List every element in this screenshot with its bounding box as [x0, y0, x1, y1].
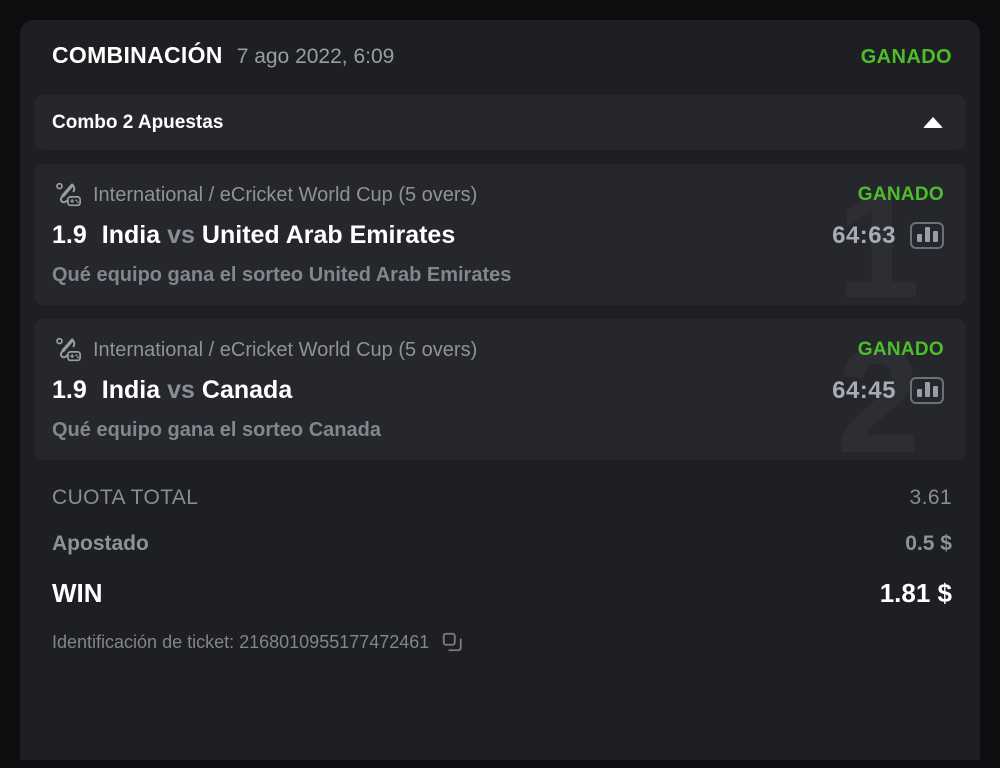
slip-header: COMBINACIÓN 7 ago 2022, 6:09 GANADO — [20, 20, 980, 80]
stake-row: Apostado 0.5 $ — [52, 532, 952, 556]
bet-score: 64:45 — [832, 376, 896, 404]
bet-league: International / eCricket World Cup (5 ov… — [93, 338, 478, 361]
bet-row[interactable]: 2 International / eCricket World Cup (5 … — [34, 319, 966, 460]
bet-result-badge: GANADO — [857, 339, 944, 360]
combo-label: Combo 2 Apuestas — [52, 111, 224, 133]
status-badge: GANADO — [860, 46, 952, 68]
total-odds-value: 3.61 — [909, 486, 952, 509]
bet-result-badge: GANADO — [857, 184, 944, 205]
total-odds-row: CUOTA TOTAL 3.61 — [52, 486, 952, 510]
bet-score: 64:63 — [832, 221, 896, 249]
bet-odds: 1.9 — [52, 376, 87, 404]
bet-score-area: 64:45 — [832, 377, 944, 405]
bet-header: International / eCricket World Cup (5 ov… — [52, 180, 944, 210]
bet-score-area: 64:63 — [832, 222, 944, 250]
bet-match: India vs Canada — [102, 376, 292, 405]
win-label: WIN — [52, 578, 103, 608]
bet-selection: 1.9 India vs Canada 64:45 — [52, 376, 944, 405]
bar-chart-icon[interactable] — [910, 377, 944, 404]
combo-collapse-bar[interactable]: Combo 2 Apuestas — [34, 95, 966, 150]
bet-slip-card: COMBINACIÓN 7 ago 2022, 6:09 GANADO Comb… — [20, 20, 980, 760]
bet-match: India vs United Arab Emirates — [102, 221, 455, 250]
ecricket-icon — [52, 180, 82, 210]
triangle-up-icon[interactable] — [922, 112, 944, 134]
bet-market: Qué equipo gana el sorteo United Arab Em… — [52, 264, 512, 286]
win-value: 1.81 $ — [879, 578, 952, 608]
bar-chart-icon[interactable] — [910, 222, 944, 249]
home-team: India — [101, 221, 161, 249]
copy-icon[interactable] — [441, 631, 463, 653]
ticket-id-text: Identificación de ticket: 21680109551774… — [52, 631, 430, 652]
away-team: Canada — [201, 376, 293, 404]
total-odds-label: CUOTA TOTAL — [52, 486, 199, 509]
ecricket-icon — [52, 335, 82, 365]
vs-separator: vs — [167, 221, 195, 249]
bet-header: International / eCricket World Cup (5 ov… — [52, 335, 944, 365]
win-row: WIN 1.81 $ — [52, 578, 952, 609]
vs-separator: vs — [167, 376, 195, 404]
bet-league: International / eCricket World Cup (5 ov… — [93, 183, 478, 206]
bet-row[interactable]: 1 International / eCricket World Cup (5 … — [34, 164, 966, 305]
bet-selection: 1.9 India vs United Arab Emirates 64:63 — [52, 221, 944, 250]
bet-odds: 1.9 — [52, 221, 87, 249]
bet-market: Qué equipo gana el sorteo Canada — [52, 419, 381, 441]
stake-value: 0.5 $ — [905, 532, 952, 555]
slip-date: 7 ago 2022, 6:09 — [236, 45, 395, 68]
ticket-id-row: Identificación de ticket: 21680109551774… — [20, 609, 980, 653]
page-title: COMBINACIÓN — [52, 42, 223, 68]
summary-section: CUOTA TOTAL 3.61 Apostado 0.5 $ WIN 1.81… — [20, 460, 980, 609]
away-team: United Arab Emirates — [201, 221, 456, 249]
home-team: India — [101, 376, 161, 404]
stake-label: Apostado — [52, 532, 149, 555]
